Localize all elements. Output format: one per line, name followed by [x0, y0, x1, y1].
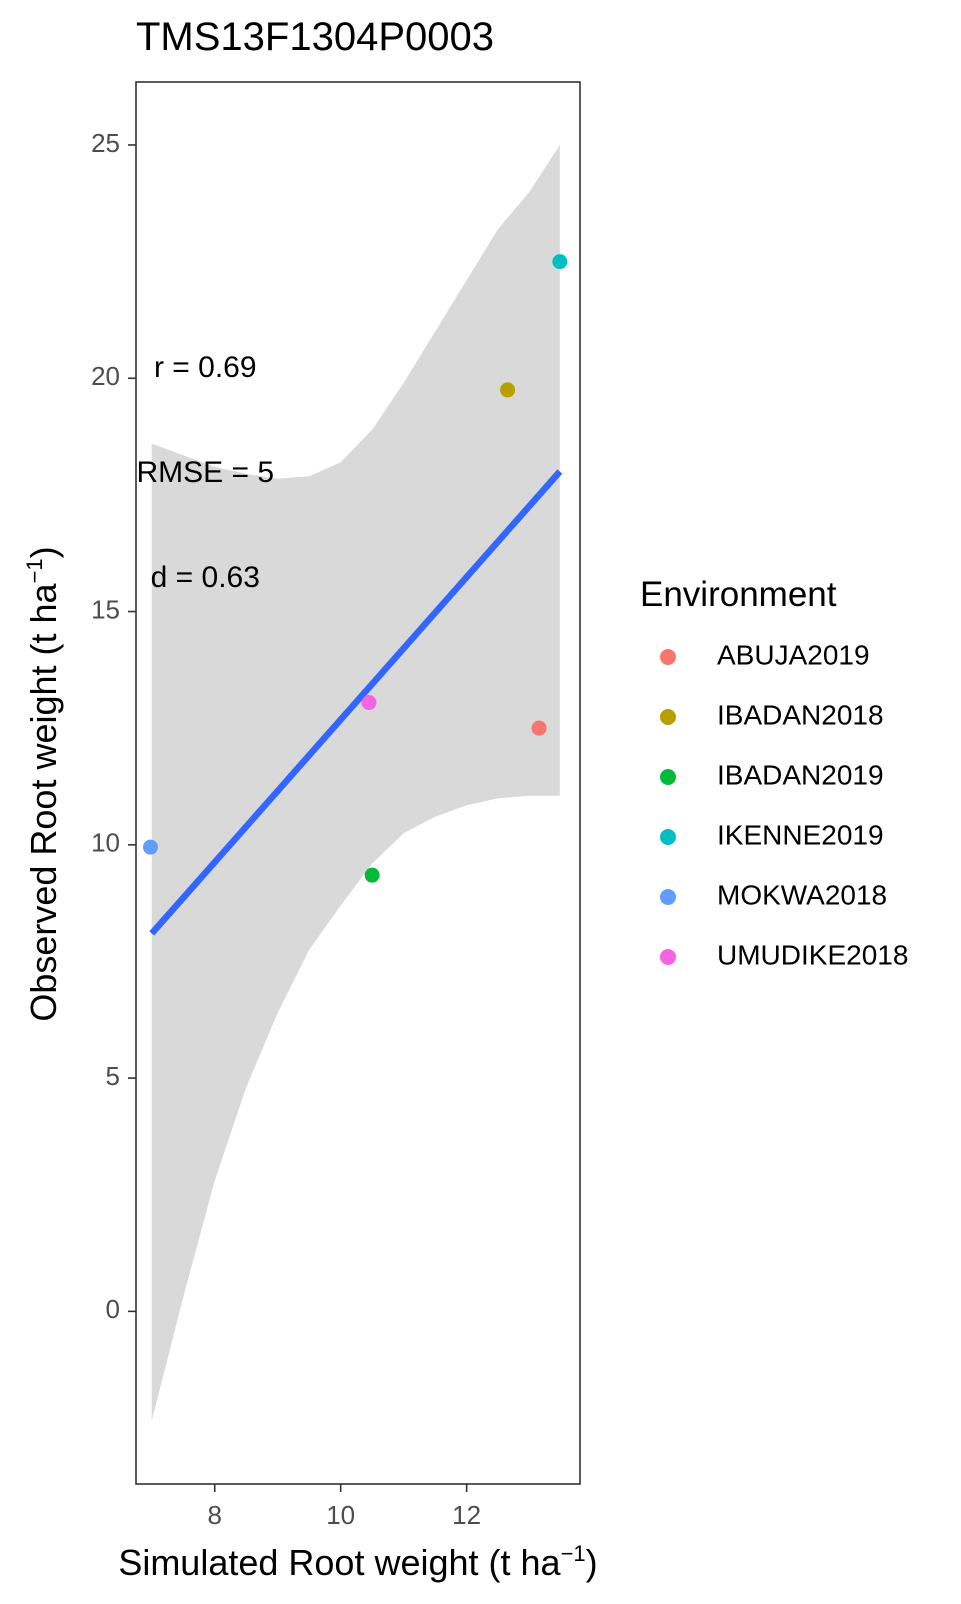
y-axis-unit: t ha [23, 582, 64, 643]
legend-label-ibadan2018: IBADAN2018 [717, 699, 884, 730]
y-axis: 0 5 10 15 20 25 [91, 128, 136, 1324]
panel-border [135, 81, 581, 1485]
x-tick-label: 8 [207, 1500, 221, 1530]
x-axis-label: Simulated Root weight [118, 1542, 478, 1583]
legend-label-mokwa2018: MOKWA2018 [717, 879, 887, 910]
stat-annotation: RMSE = 5 [136, 456, 274, 489]
x-tick-label: 12 [452, 1500, 481, 1530]
y-tick-label: 0 [106, 1294, 120, 1324]
y-tick-label: 5 [106, 1061, 120, 1091]
y-tick-label: 15 [91, 594, 120, 624]
data-point-ikenne2019 [552, 254, 568, 270]
y-tick-label: 20 [91, 361, 120, 391]
y-axis-title: Observed Root weight (t ha−1) [22, 546, 64, 1021]
y-axis-unit-exp: −1 [22, 558, 47, 583]
data-point-mokwa2018 [142, 839, 158, 855]
x-axis: 8 10 12 [207, 1484, 481, 1530]
legend: Environment ABUJA2019 IBADAN2018 IBADAN201… [640, 575, 908, 970]
legend-title: Environment [640, 575, 837, 614]
x-axis-unit-exp: −1 [561, 1541, 586, 1566]
x-axis-title: Simulated Root weight (t ha−1) [118, 1541, 597, 1583]
stat-annotation: d = 0.63 [151, 561, 260, 594]
legend-label-ibadan2019: IBADAN2019 [717, 759, 884, 790]
data-point-umudike2018 [361, 695, 377, 711]
legend-label-ikenne2019: IKENNE2019 [717, 819, 884, 850]
legend-swatch-ibadan2019 [660, 769, 676, 785]
stat-annotation: r = 0.69 [154, 351, 257, 384]
legend-swatch-abuja2019 [660, 649, 676, 665]
chart-title: TMS13F1304P0003 [136, 15, 494, 59]
legend-swatch-umudike2018 [660, 949, 676, 965]
legend-label-abuja2019: ABUJA2019 [717, 639, 870, 670]
legend-swatch-ibadan2018 [660, 709, 676, 725]
legend-label-umudike2018: UMUDIKE2018 [717, 939, 908, 970]
y-axis-label: Observed Root weight [23, 665, 64, 1021]
data-point-abuja2019 [531, 720, 547, 736]
y-tick-label: 25 [91, 128, 120, 158]
x-tick-label: 10 [326, 1500, 355, 1530]
y-tick-label: 10 [91, 828, 120, 858]
legend-swatch-mokwa2018 [660, 889, 676, 905]
legend-items: ABUJA2019 IBADAN2018 IBADAN2019 IKENNE2019 M… [660, 639, 908, 970]
data-point-ibadan2019 [364, 867, 380, 883]
confidence-band [151, 145, 560, 1421]
data-point-ibadan2018 [500, 382, 516, 398]
x-axis-unit: t ha [501, 1542, 562, 1583]
plot-area: r = 0.69 RMSE = 5 d = 0.63 [135, 81, 581, 1485]
regression-line [149, 469, 563, 936]
data-points [142, 254, 568, 883]
stat-annotations: r = 0.69 RMSE = 5 d = 0.63 [136, 351, 274, 594]
legend-swatch-ikenne2019 [660, 829, 676, 845]
